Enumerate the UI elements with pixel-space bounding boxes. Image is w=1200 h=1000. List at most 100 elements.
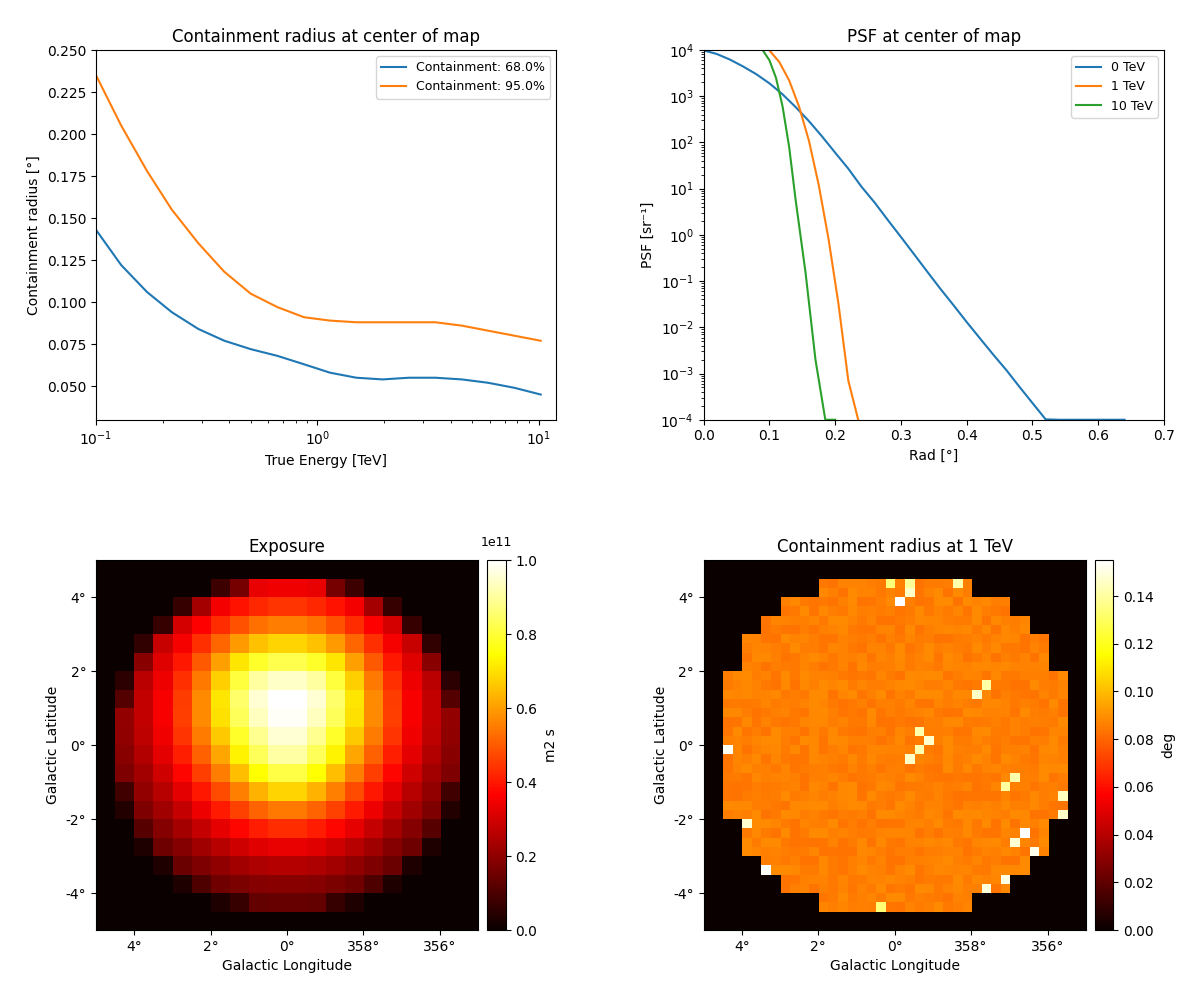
1 TeV xyxy=(832,298,846,310)
Containment: 95.0%: (0.13, 0.205): 95.0%: (0.13, 0.205) xyxy=(114,120,128,132)
Containment: 95.0%: (1.14, 0.089): 95.0%: (1.14, 0.089) xyxy=(323,315,337,327)
10 TeV xyxy=(818,414,833,426)
10 TeV xyxy=(769,72,784,84)
1 TeV xyxy=(782,74,797,86)
Containment: 68.0%: (10.2, 0.045): 68.0%: (10.2, 0.045) xyxy=(534,389,548,401)
Y-axis label: Containment radius [°]: Containment radius [°] xyxy=(28,155,41,315)
Containment: 95.0%: (0.38, 0.118): 95.0%: (0.38, 0.118) xyxy=(217,266,232,278)
Containment: 68.0%: (0.5, 0.072): 68.0%: (0.5, 0.072) xyxy=(244,343,258,355)
Containment: 68.0%: (1.5, 0.055): 68.0%: (1.5, 0.055) xyxy=(349,372,364,384)
0 TeV xyxy=(722,54,737,66)
0 TeV xyxy=(920,266,935,278)
Containment: 95.0%: (3.41, 0.088): 95.0%: (3.41, 0.088) xyxy=(428,316,443,328)
Title: Containment radius at 1 TeV: Containment radius at 1 TeV xyxy=(776,538,1013,556)
10 TeV xyxy=(788,195,803,207)
Title: PSF at center of map: PSF at center of map xyxy=(847,28,1021,46)
Line: 1 TeV: 1 TeV xyxy=(769,50,858,420)
0 TeV xyxy=(736,60,750,72)
X-axis label: Rad [°]: Rad [°] xyxy=(910,449,959,463)
Line: Containment: 68.0%: Containment: 68.0% xyxy=(96,230,541,395)
0 TeV xyxy=(986,348,1001,360)
Containment: 68.0%: (0.17, 0.106): 68.0%: (0.17, 0.106) xyxy=(140,286,155,298)
Line: 10 TeV: 10 TeV xyxy=(763,50,835,420)
10 TeV xyxy=(756,44,770,56)
Containment: 95.0%: (1.97, 0.088): 95.0%: (1.97, 0.088) xyxy=(376,316,390,328)
Containment: 68.0%: (7.76, 0.049): 68.0%: (7.76, 0.049) xyxy=(508,382,522,394)
Y-axis label: Galactic Latitude: Galactic Latitude xyxy=(46,686,60,804)
0 TeV xyxy=(868,197,882,209)
Containment: 68.0%: (0.22, 0.094): 68.0%: (0.22, 0.094) xyxy=(164,306,179,318)
Containment: 95.0%: (0.66, 0.097): 95.0%: (0.66, 0.097) xyxy=(270,301,284,313)
0 TeV xyxy=(894,231,908,243)
0 TeV xyxy=(1038,413,1052,425)
Containment: 95.0%: (0.87, 0.091): 95.0%: (0.87, 0.091) xyxy=(296,311,311,323)
Containment: 68.0%: (3.41, 0.055): 68.0%: (3.41, 0.055) xyxy=(428,372,443,384)
0 TeV xyxy=(1025,397,1039,409)
0 TeV xyxy=(828,147,842,159)
Containment: 95.0%: (0.5, 0.105): 95.0%: (0.5, 0.105) xyxy=(244,288,258,300)
1 TeV xyxy=(792,100,806,112)
0 TeV xyxy=(1012,381,1026,393)
0 TeV xyxy=(762,77,776,89)
Containment: 95.0%: (0.1, 0.235): 95.0%: (0.1, 0.235) xyxy=(89,69,103,81)
Containment: 95.0%: (10.2, 0.077): 95.0%: (10.2, 0.077) xyxy=(534,335,548,347)
0 TeV xyxy=(709,48,724,60)
Legend: 0 TeV, 1 TeV, 10 TeV: 0 TeV, 1 TeV, 10 TeV xyxy=(1072,56,1158,118)
0 TeV xyxy=(1051,414,1066,426)
Containment: 68.0%: (0.66, 0.068): 68.0%: (0.66, 0.068) xyxy=(270,350,284,362)
0 TeV xyxy=(1078,414,1092,426)
Containment: 95.0%: (7.76, 0.08): 95.0%: (7.76, 0.08) xyxy=(508,330,522,342)
X-axis label: Galactic Longitude: Galactic Longitude xyxy=(829,959,960,973)
1 TeV xyxy=(802,135,816,147)
0 TeV xyxy=(841,163,856,175)
Containment: 68.0%: (0.13, 0.122): 68.0%: (0.13, 0.122) xyxy=(114,259,128,271)
Containment: 68.0%: (0.38, 0.077): 68.0%: (0.38, 0.077) xyxy=(217,335,232,347)
10 TeV xyxy=(828,414,842,426)
0 TeV xyxy=(788,101,803,113)
X-axis label: Galactic Longitude: Galactic Longitude xyxy=(222,959,352,973)
0 TeV xyxy=(1117,414,1132,426)
Containment: 68.0%: (0.87, 0.063): 68.0%: (0.87, 0.063) xyxy=(296,358,311,370)
10 TeV xyxy=(775,100,790,112)
Title: Exposure: Exposure xyxy=(248,538,325,556)
Containment: 95.0%: (0.17, 0.178): 95.0%: (0.17, 0.178) xyxy=(140,165,155,177)
Y-axis label: Galactic Latitude: Galactic Latitude xyxy=(654,686,667,804)
0 TeV xyxy=(907,248,922,260)
Containment: 68.0%: (0.1, 0.143): 68.0%: (0.1, 0.143) xyxy=(89,224,103,236)
Containment: 68.0%: (4.49, 0.054): 68.0%: (4.49, 0.054) xyxy=(455,373,469,385)
Containment: 95.0%: (4.49, 0.086): 95.0%: (4.49, 0.086) xyxy=(455,320,469,332)
0 TeV xyxy=(749,68,763,80)
10 TeV xyxy=(762,54,776,66)
1 TeV xyxy=(841,375,856,387)
Containment: 95.0%: (2.59, 0.088): 95.0%: (2.59, 0.088) xyxy=(402,316,416,328)
Y-axis label: deg: deg xyxy=(1160,732,1175,758)
10 TeV xyxy=(798,267,812,279)
Line: 0 TeV: 0 TeV xyxy=(703,50,1124,420)
0 TeV xyxy=(881,214,895,226)
Containment: 95.0%: (0.29, 0.135): 95.0%: (0.29, 0.135) xyxy=(191,237,205,249)
0 TeV xyxy=(1091,414,1105,426)
Legend: Containment: 68.0%, Containment: 95.0%: Containment: 68.0%, Containment: 95.0% xyxy=(376,56,550,99)
Containment: 68.0%: (5.9, 0.052): 68.0%: (5.9, 0.052) xyxy=(481,377,496,389)
0 TeV xyxy=(973,332,988,344)
0 TeV xyxy=(775,88,790,100)
0 TeV xyxy=(998,364,1013,376)
Y-axis label: PSF [sr⁻¹]: PSF [sr⁻¹] xyxy=(641,202,655,268)
0 TeV xyxy=(1064,414,1079,426)
Text: 1e11: 1e11 xyxy=(481,536,512,549)
Containment: 68.0%: (2.59, 0.055): 68.0%: (2.59, 0.055) xyxy=(402,372,416,384)
1 TeV xyxy=(772,56,786,68)
0 TeV xyxy=(960,316,974,328)
0 TeV xyxy=(696,44,710,56)
Containment: 95.0%: (0.22, 0.155): 95.0%: (0.22, 0.155) xyxy=(164,204,179,216)
Title: Containment radius at center of map: Containment radius at center of map xyxy=(172,28,480,46)
Containment: 68.0%: (1.97, 0.054): 68.0%: (1.97, 0.054) xyxy=(376,373,390,385)
Containment: 95.0%: (5.9, 0.083): 95.0%: (5.9, 0.083) xyxy=(481,325,496,337)
10 TeV xyxy=(782,141,797,153)
Containment: 95.0%: (1.5, 0.088): 95.0%: (1.5, 0.088) xyxy=(349,316,364,328)
0 TeV xyxy=(947,299,961,311)
Y-axis label: m2 s: m2 s xyxy=(545,728,558,762)
0 TeV xyxy=(934,283,948,295)
0 TeV xyxy=(1104,414,1118,426)
X-axis label: True Energy [TeV]: True Energy [TeV] xyxy=(265,454,388,468)
